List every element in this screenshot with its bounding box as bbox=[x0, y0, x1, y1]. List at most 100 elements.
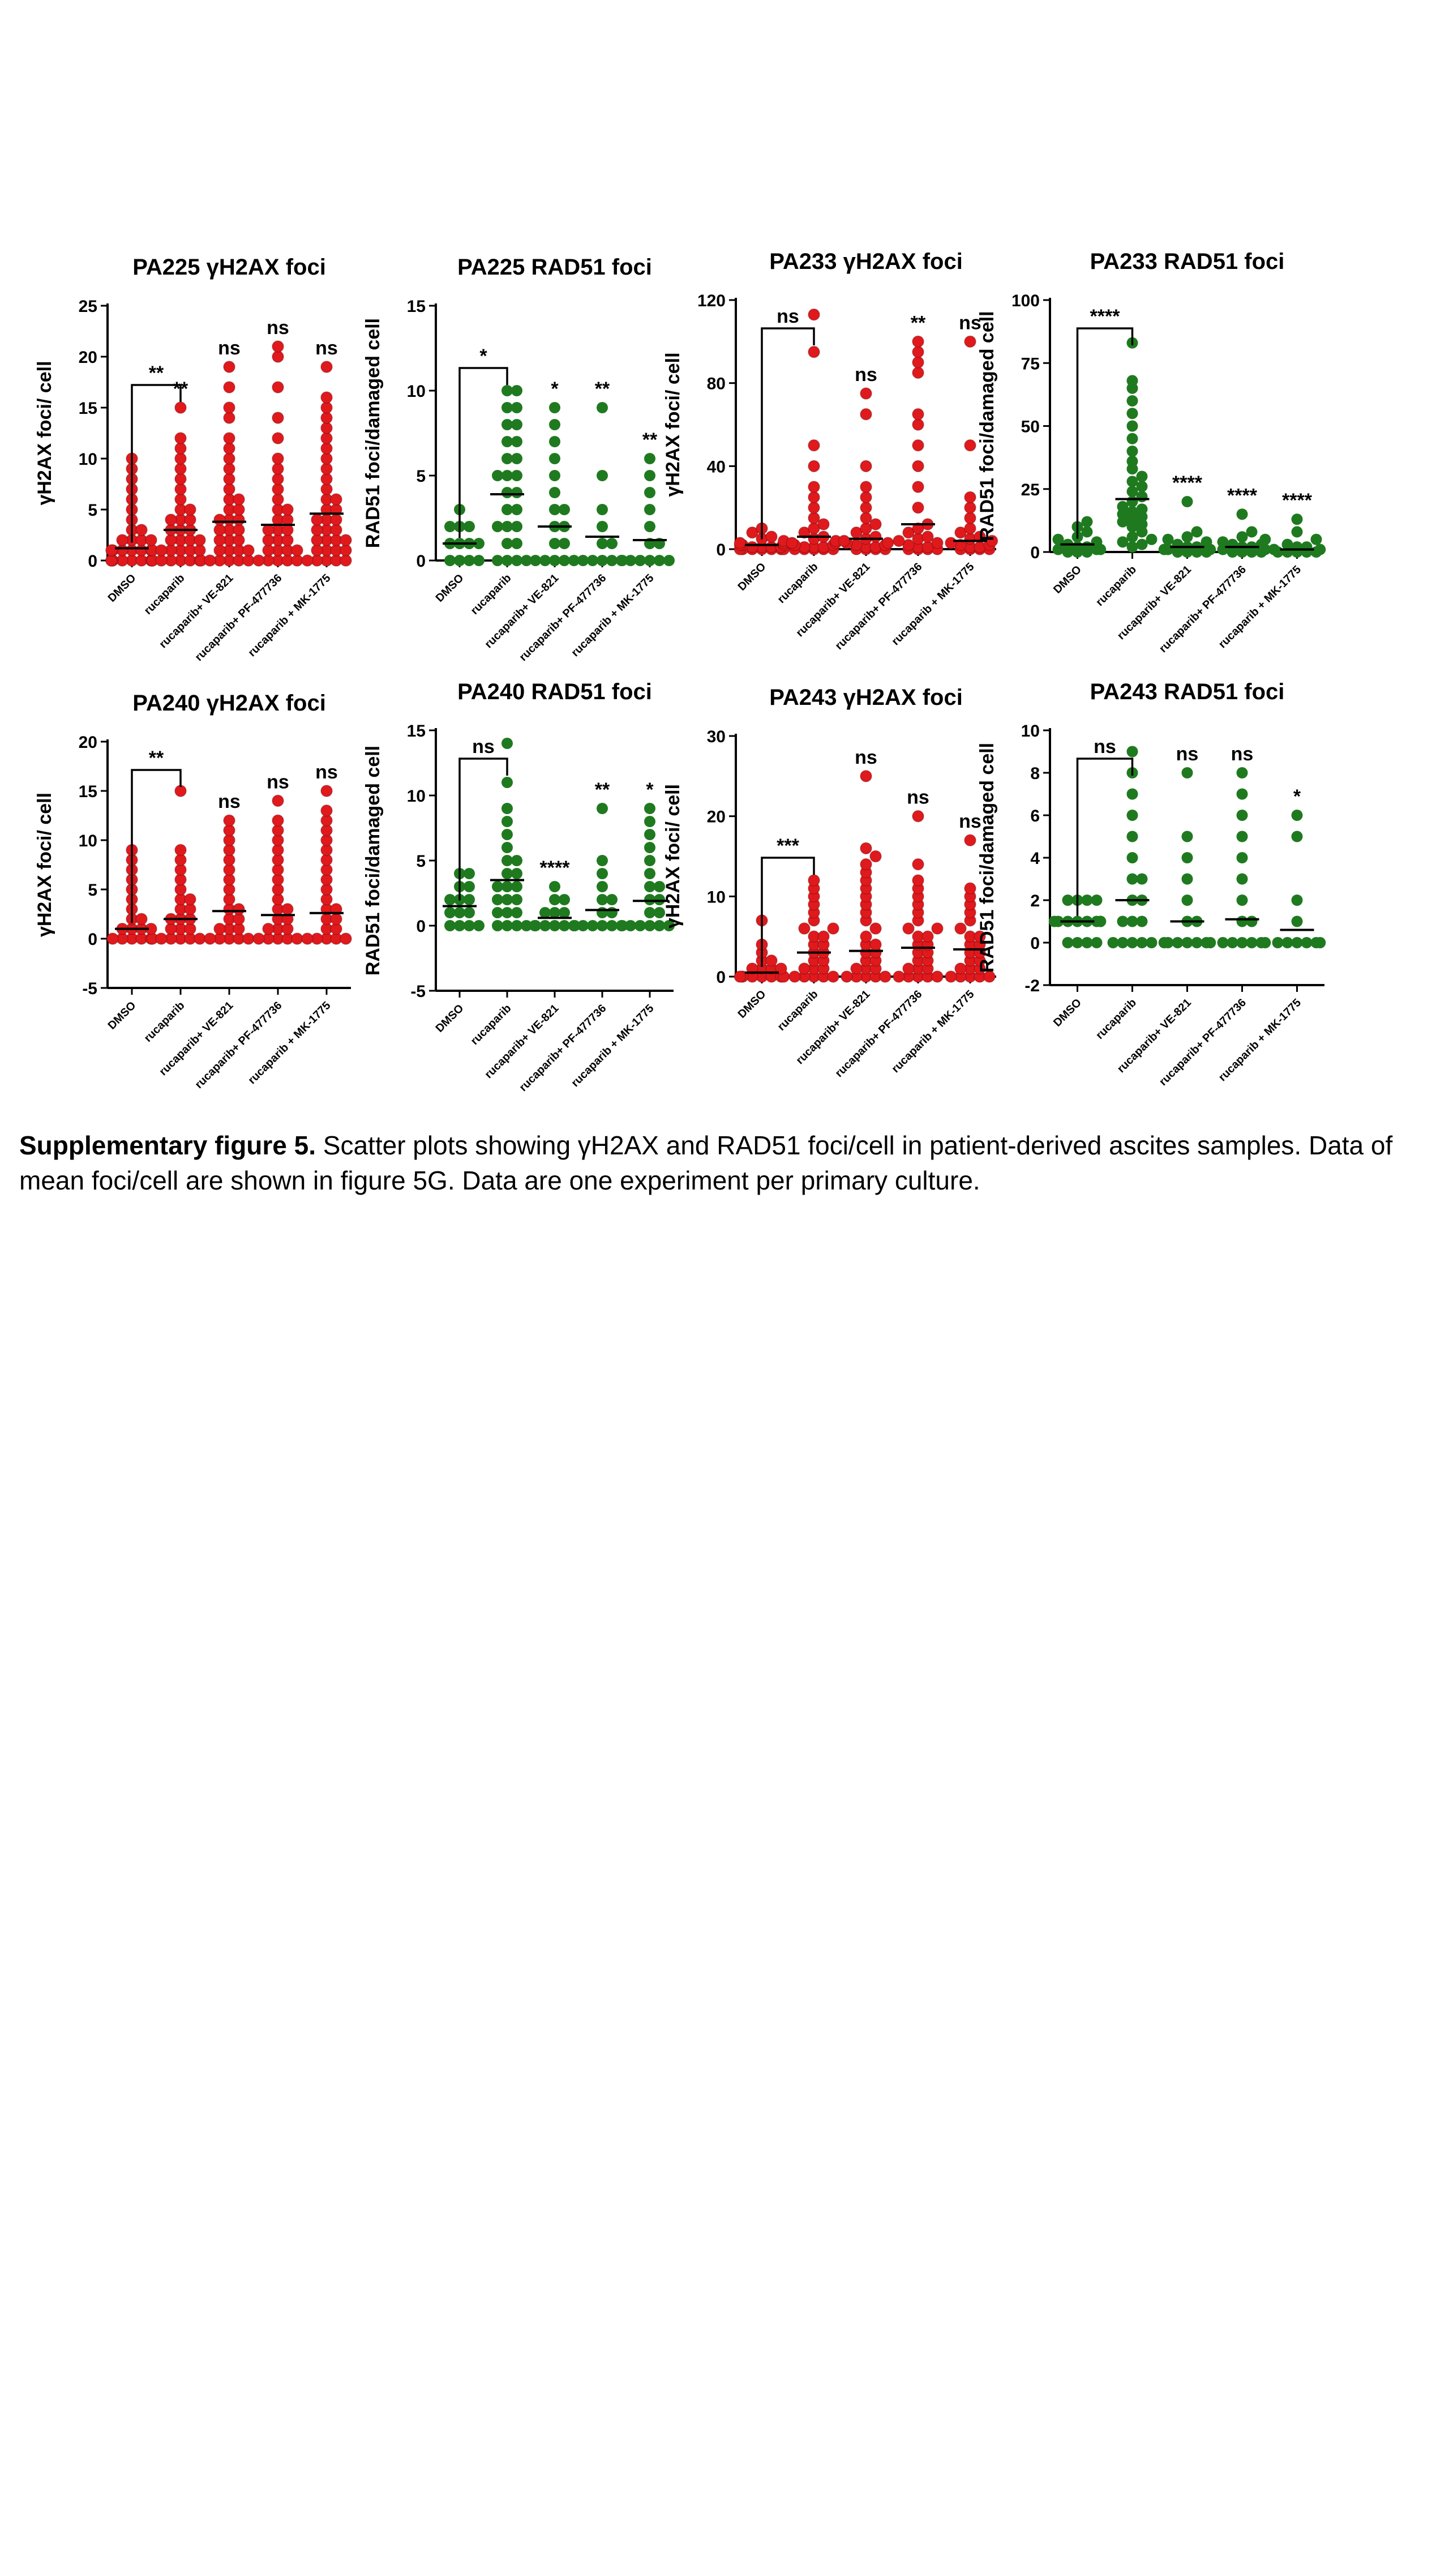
data-point bbox=[1126, 433, 1138, 444]
bracket-label: * bbox=[479, 345, 487, 367]
data-point bbox=[1091, 895, 1103, 906]
data-point bbox=[1268, 544, 1280, 555]
data-point bbox=[1126, 455, 1138, 467]
data-point bbox=[301, 554, 314, 567]
data-point bbox=[242, 554, 255, 567]
data-point bbox=[808, 308, 820, 321]
comparison-bracket bbox=[458, 758, 508, 901]
data-point bbox=[788, 970, 801, 983]
y-tick-label: 6 bbox=[1030, 807, 1040, 825]
data-point bbox=[174, 473, 187, 485]
data-point bbox=[174, 463, 187, 475]
data-point bbox=[577, 555, 589, 566]
data-point bbox=[464, 881, 475, 892]
data-point bbox=[1126, 831, 1138, 842]
data-point bbox=[931, 970, 944, 983]
chart-title: PA243 RAD51 foci bbox=[1090, 679, 1285, 704]
data-point bbox=[473, 555, 485, 566]
data-point bbox=[511, 419, 522, 430]
data-point bbox=[1126, 788, 1138, 800]
data-point bbox=[529, 920, 541, 931]
chart-title: PA240 γH2AX foci bbox=[132, 691, 326, 716]
data-point bbox=[1191, 937, 1203, 948]
data-point bbox=[597, 504, 608, 515]
data-point bbox=[340, 932, 352, 945]
x-tick-label: DMSO bbox=[736, 988, 769, 1021]
data-point bbox=[492, 470, 503, 481]
data-point bbox=[808, 874, 820, 887]
data-point bbox=[511, 487, 522, 498]
data-point bbox=[569, 920, 581, 931]
data-point bbox=[765, 954, 778, 967]
data-point bbox=[272, 794, 284, 807]
data-point bbox=[549, 555, 560, 566]
data-point bbox=[1162, 533, 1174, 545]
data-point bbox=[1236, 767, 1248, 778]
chart-panel-7: PA243 γH2AX foci γH2AX foci/ cell 0 10 20 30 D… bbox=[662, 685, 996, 1080]
data-point bbox=[597, 881, 608, 892]
data-point bbox=[1126, 476, 1138, 487]
data-point bbox=[165, 534, 177, 546]
data-point bbox=[106, 932, 119, 945]
data-point bbox=[223, 463, 235, 475]
data-point bbox=[597, 855, 608, 866]
data-point bbox=[174, 401, 187, 414]
y-tick-label: 10 bbox=[407, 382, 426, 401]
data-point bbox=[912, 418, 924, 431]
data-point bbox=[549, 487, 560, 498]
data-point bbox=[501, 470, 513, 481]
data-point bbox=[501, 855, 513, 866]
data-point bbox=[174, 483, 187, 495]
data-point bbox=[464, 894, 475, 905]
comparison-bracket bbox=[1076, 758, 1134, 916]
data-point bbox=[577, 920, 589, 931]
x-tick-label: DMSO bbox=[106, 999, 139, 1032]
chart-title: PA233 γH2AX foci bbox=[769, 249, 963, 274]
data-point bbox=[860, 408, 872, 421]
data-point bbox=[625, 555, 636, 566]
data-point bbox=[194, 534, 206, 546]
data-point bbox=[945, 537, 957, 549]
comparison-bracket bbox=[761, 857, 815, 967]
x-tick-label: DMSO bbox=[1051, 996, 1084, 1029]
data-point bbox=[320, 422, 333, 434]
data-point bbox=[233, 534, 245, 546]
data-point bbox=[798, 526, 811, 539]
data-point bbox=[501, 920, 513, 931]
data-point bbox=[549, 419, 560, 430]
data-point bbox=[912, 874, 924, 887]
bracket-label: ns bbox=[1094, 736, 1116, 758]
chart-panel-2: PA225 RAD51 foci RAD51 foci/damaged cell 0… bbox=[362, 255, 675, 664]
y-tick-label: 10 bbox=[407, 787, 426, 806]
data-point bbox=[521, 555, 532, 566]
data-point bbox=[511, 555, 522, 566]
data-point bbox=[912, 460, 924, 473]
data-point bbox=[1181, 531, 1193, 543]
data-point bbox=[954, 526, 967, 539]
significance-label: **** bbox=[1172, 472, 1203, 494]
chart-title: PA225 RAD51 foci bbox=[457, 255, 652, 280]
data-point bbox=[492, 555, 503, 566]
significance-label: ns bbox=[315, 337, 338, 359]
data-point bbox=[1126, 873, 1138, 885]
y-tick-label: 0 bbox=[1030, 544, 1040, 562]
x-tick-label: rucaparib bbox=[469, 572, 514, 617]
y-tick-label: 75 bbox=[1021, 354, 1040, 373]
data-point bbox=[233, 903, 245, 915]
data-point bbox=[155, 554, 168, 567]
data-point bbox=[964, 882, 976, 895]
data-point bbox=[511, 385, 522, 396]
chart-title: PA243 γH2AX foci bbox=[769, 685, 963, 710]
y-tick-label: 15 bbox=[79, 399, 97, 418]
y-tick-label: 2 bbox=[1030, 892, 1040, 910]
data-point bbox=[1291, 514, 1303, 525]
data-point bbox=[1259, 937, 1271, 948]
data-point bbox=[223, 432, 235, 444]
data-point bbox=[838, 534, 851, 547]
data-point bbox=[1117, 937, 1129, 948]
data-point bbox=[606, 894, 618, 905]
data-point bbox=[281, 503, 294, 516]
data-point bbox=[912, 481, 924, 493]
data-point bbox=[549, 436, 560, 447]
data-point bbox=[311, 514, 323, 526]
